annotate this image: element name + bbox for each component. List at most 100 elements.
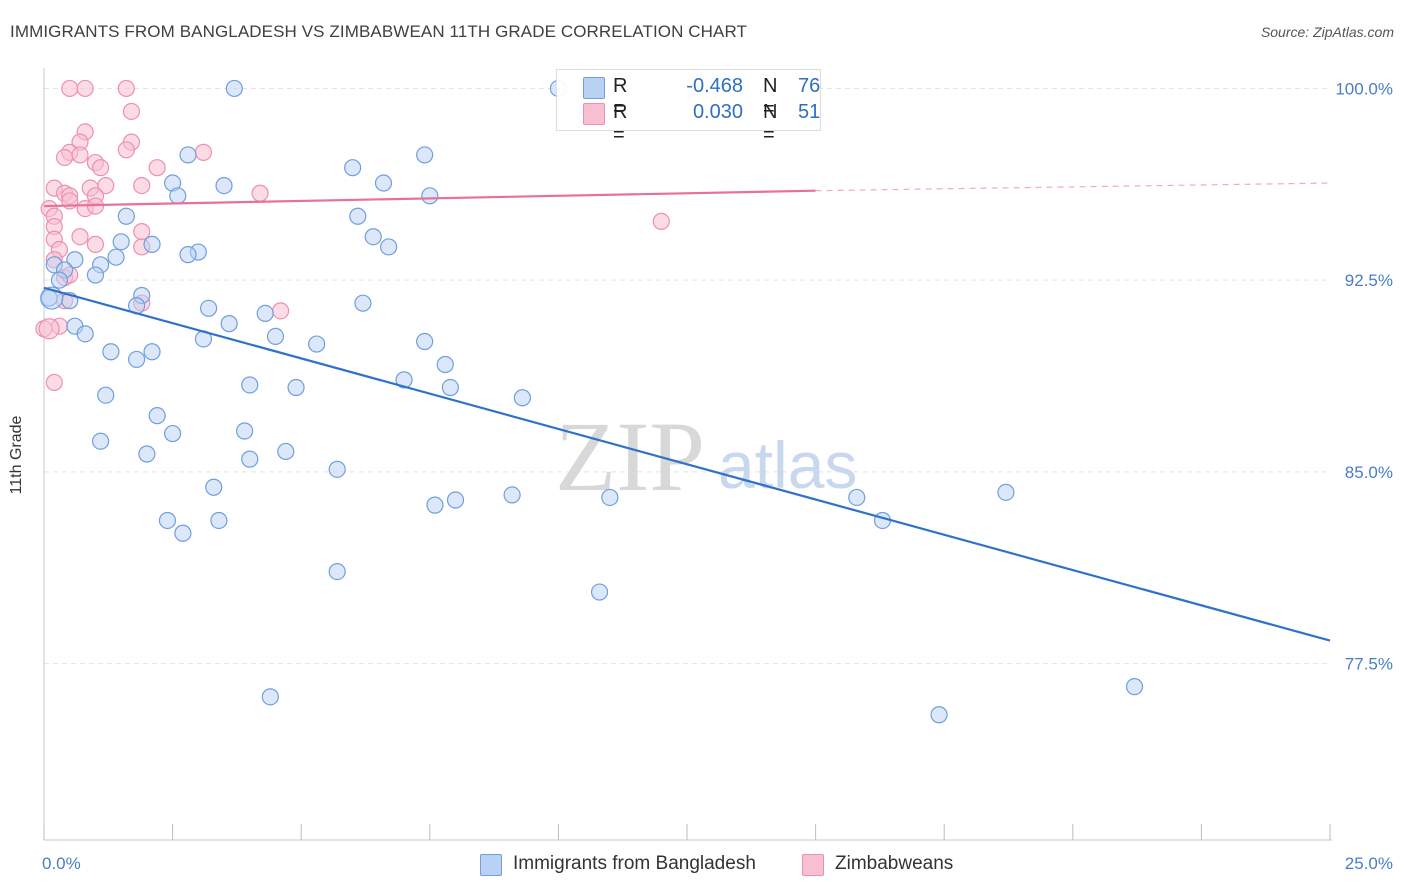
data-point-bangladesh [179,246,197,264]
data-point-bangladesh [848,488,866,507]
data-point-bangladesh [164,424,182,443]
data-point-zimbabweans [71,146,89,164]
gridlines [44,87,1330,665]
legend-swatch-blue [480,854,502,876]
data-point-zimbabweans [148,159,166,177]
data-point-bangladesh [66,251,84,269]
data-point-bangladesh [354,294,372,312]
x-tick-label: 25.0% [1345,854,1393,873]
data-point-bangladesh [416,146,434,164]
data-point-zimbabweans [55,148,74,167]
y-tick-label: 85.0% [1345,463,1393,482]
data-point-bangladesh [107,248,125,266]
data-point-bangladesh [241,376,259,394]
data-point-bangladesh [1125,678,1144,696]
data-point-bangladesh [997,483,1015,501]
data-point-bangladesh [102,343,120,361]
data-point-zimbabweans [251,184,269,202]
data-point-zimbabweans [117,79,135,98]
watermark-zip: ZIP [555,401,705,512]
data-point-bangladesh [117,207,135,225]
data-point-zimbabweans [45,373,63,392]
data-point-bangladesh [349,207,367,225]
tick-labels: 100.0% 92.5% 85.0% 77.5% 0.0% 25.0% [42,79,1393,873]
data-point-bangladesh [97,386,115,404]
data-point-bangladesh [513,389,531,407]
data-point-bangladesh [127,350,146,369]
data-point-bangladesh [76,325,94,343]
data-point-bangladesh [143,235,161,253]
data-point-bangladesh [215,176,233,195]
data-point-bangladesh [138,445,156,463]
data-point-bangladesh [50,271,69,289]
data-point-bangladesh [395,371,413,389]
series-legend: Immigrants from Bangladesh Zimbabweans [0,853,1406,877]
data-point-bangladesh [590,583,609,601]
data-point-bangladesh [179,146,197,164]
data-point-zimbabweans [122,102,141,121]
legend-n-label: N = [763,101,778,146]
axes [43,68,1332,841]
data-point-zimbabweans [38,318,60,340]
data-point-bangladesh [308,335,326,353]
legend-n-label: N = [763,75,778,120]
data-point-zimbabweans [76,79,94,98]
data-point-bangladesh [380,238,398,256]
data-point-zimbabweans [61,79,79,98]
x-tick-label: 0.0% [42,854,81,873]
data-point-bangladesh [421,187,439,205]
legend-r-value: -0.468 [686,75,743,97]
data-point-bangladesh [236,422,254,440]
data-point-zimbabweans [194,143,213,161]
data-point-zimbabweans [272,302,290,320]
trend-lines [43,182,1331,642]
data-point-bangladesh [436,355,454,374]
data-point-bangladesh [158,511,177,530]
data-point-bangladesh [426,496,444,514]
data-point-bangladesh [91,432,110,450]
data-point-bangladesh [441,378,459,397]
source-label: Source: ZipAtlas.com [1260,24,1394,40]
data-point-bangladesh [601,488,619,507]
data-point-zimbabweans [652,212,670,230]
data-point-bangladesh [446,491,465,509]
data-point-bangladesh [930,706,948,724]
data-point-bangladesh [210,511,228,530]
watermark: ZIP atlas [555,401,857,512]
data-point-bangladesh [364,228,382,246]
legend-n-value: 76 [798,75,821,97]
data-point-bangladesh [344,159,362,177]
data-point-bangladesh [86,266,105,284]
data-point-zimbabweans [117,141,135,159]
legend-r-value: 0.030 [692,101,743,123]
legend-label: Zimbabweans [835,853,954,874]
data-point-zimbabweans [133,176,151,195]
data-point-bangladesh [112,233,130,251]
data-point-bangladesh [416,332,434,351]
correlation-legend: R = -0.468 N = 76 R = 0.030 N = 51 [556,69,821,146]
trend-line-bangladesh [43,286,1331,642]
trend-line-zimbabweans-extension [815,182,1331,192]
data-point-bangladesh [266,327,285,346]
data-point-bangladesh [169,187,187,205]
data-point-zimbabweans [86,235,105,253]
data-point-bangladesh [277,442,295,461]
legend-r-label: R = [613,101,628,146]
series-bangladesh [40,79,1144,724]
data-point-bangladesh [256,304,274,323]
data-point-bangladesh [205,478,223,496]
legend-swatch-blue [583,77,605,99]
data-point-bangladesh [225,79,243,98]
data-point-bangladesh [261,688,279,706]
legend-swatch-pink [802,854,824,876]
legend-label: Immigrants from Bangladesh [513,853,756,874]
data-point-bangladesh [143,343,161,361]
data-point-bangladesh [220,315,238,333]
data-point-zimbabweans [71,228,89,246]
data-point-bangladesh [174,524,192,542]
data-point-bangladesh [503,486,521,504]
data-point-bangladesh [328,562,346,581]
legend-swatch-pink [583,103,605,125]
data-point-bangladesh [148,407,166,425]
